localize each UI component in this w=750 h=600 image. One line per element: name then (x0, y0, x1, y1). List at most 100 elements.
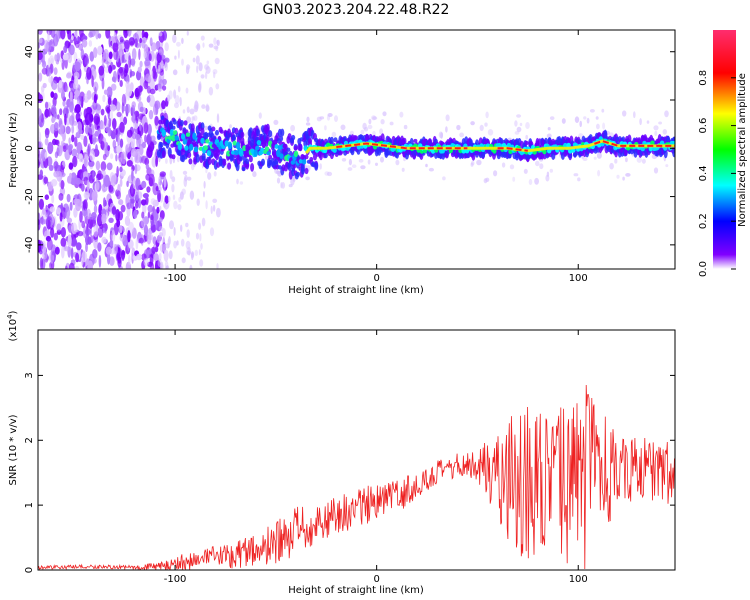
noise-blob (144, 59, 151, 67)
noise-blob (125, 143, 132, 153)
noise-blob (47, 68, 52, 77)
noise-blob (181, 37, 184, 45)
noise-blob (292, 176, 296, 182)
ridge-halo (241, 167, 246, 171)
noise-blob (164, 195, 169, 204)
noise-blob (204, 71, 208, 80)
noise-blob (86, 179, 90, 193)
noise-blob (156, 206, 160, 214)
noise-blob (150, 135, 156, 143)
noise-blob (614, 158, 618, 164)
noise-blob (119, 178, 123, 187)
y-tick-label: 2 (24, 437, 35, 443)
ridge-halo (333, 137, 338, 143)
noise-blob (327, 113, 333, 117)
noise-blob (162, 243, 167, 252)
ridge-core (171, 134, 176, 142)
noise-blob (213, 37, 217, 45)
ridge-core (243, 153, 249, 158)
noise-blob (59, 108, 63, 116)
noise-blob (519, 122, 523, 127)
noise-blob (47, 57, 51, 68)
noise-blob (108, 217, 114, 223)
noise-blob (181, 58, 184, 66)
noise-blob (74, 136, 78, 147)
noise-blob (194, 249, 198, 257)
noise-blob (166, 94, 171, 102)
noise-blob (66, 217, 73, 224)
noise-blob (104, 199, 107, 207)
noise-blob (148, 94, 155, 107)
ridge-core (300, 154, 305, 160)
noise-blob (39, 37, 43, 44)
x-tick-label: 100 (569, 273, 588, 284)
noise-blob (47, 141, 54, 155)
noise-blob (103, 115, 107, 126)
noise-blob (476, 159, 482, 166)
noise-blob (50, 123, 56, 134)
noise-blob (128, 55, 132, 68)
noise-blob (625, 173, 631, 177)
noise-blob (215, 83, 220, 90)
noise-blob (56, 207, 61, 215)
noise-blob (425, 163, 428, 168)
noise-blob (91, 190, 98, 202)
noise-blob (101, 56, 105, 67)
noise-blob (134, 38, 138, 48)
noise-blob (662, 129, 667, 135)
noise-blob (141, 211, 145, 219)
noise-blob (146, 186, 151, 193)
ridge-halo (188, 158, 193, 165)
noise-blob (52, 96, 57, 108)
noise-blob (203, 191, 205, 198)
snr-y-scale-label: (x104) (6, 310, 19, 341)
noise-blob (126, 180, 129, 187)
noise-blob (65, 126, 71, 135)
noise-blob (80, 134, 85, 140)
noise-blob (60, 179, 65, 190)
noise-blob (158, 226, 164, 232)
noise-blob (103, 48, 109, 60)
noise-blob (512, 176, 516, 182)
noise-blob (120, 151, 127, 165)
ridge-halo (309, 157, 314, 162)
noise-blob (122, 105, 127, 112)
noise-blob (641, 158, 646, 164)
noise-blob (596, 123, 600, 130)
noise-blob (147, 204, 154, 213)
ridge-halo (298, 143, 303, 152)
noise-blob (100, 140, 105, 150)
noise-blob (135, 177, 141, 191)
noise-blob (88, 212, 92, 220)
noise-blob (150, 198, 156, 205)
noise-blob (45, 229, 51, 238)
ridge-halo (172, 119, 177, 125)
ridge-core (192, 132, 197, 140)
noise-blob (214, 57, 220, 65)
noise-blob (155, 104, 159, 116)
noise-blob (193, 115, 198, 121)
noise-blob (360, 165, 366, 170)
noise-blob (324, 125, 327, 131)
noise-blob (119, 36, 124, 43)
noise-blob (363, 127, 369, 132)
snr-series-line (38, 384, 675, 570)
noise-blob (83, 135, 88, 147)
snr-y-scale-exponent: 4 (6, 314, 14, 319)
noise-blob (131, 61, 136, 67)
noise-blob (50, 104, 57, 115)
noise-blob (173, 200, 178, 210)
noise-blob (403, 157, 406, 162)
ridge-core (211, 143, 216, 148)
noise-blob (54, 54, 57, 62)
noise-blob (358, 158, 364, 163)
noise-blob (341, 158, 347, 162)
ridge-core (282, 143, 287, 149)
noise-blob (212, 198, 218, 203)
noise-blob (68, 145, 73, 152)
noise-blob (124, 39, 130, 50)
noise-blob (111, 206, 117, 215)
ridge-halo (161, 150, 166, 159)
noise-blob (137, 66, 142, 73)
noise-blob (44, 101, 49, 109)
